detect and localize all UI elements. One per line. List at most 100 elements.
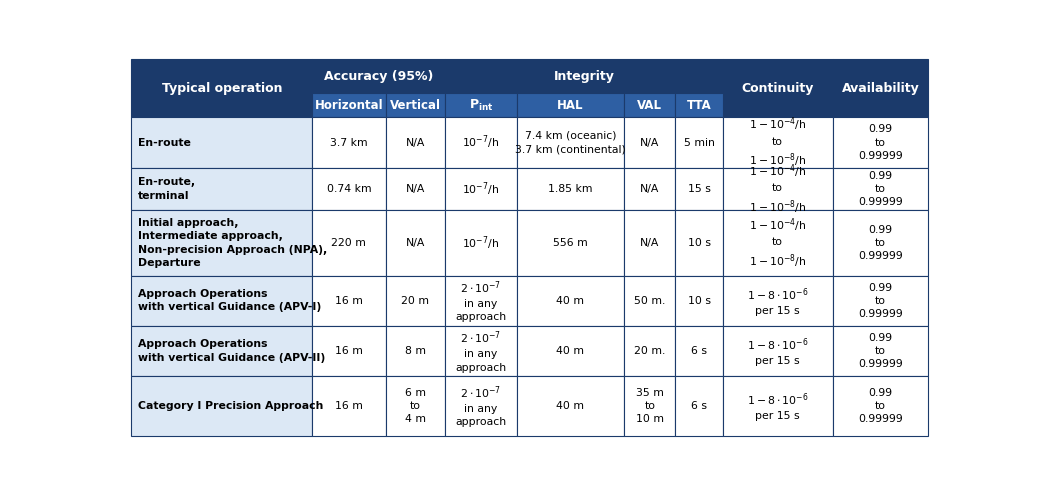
Bar (131, 376, 312, 436)
Text: 16 m: 16 m (335, 401, 363, 411)
Text: 20 m.: 20 m. (634, 346, 665, 356)
Bar (832, 118, 928, 167)
Text: 10 s: 10 s (687, 296, 710, 306)
Bar (832, 167, 928, 210)
Bar (131, 276, 312, 326)
Text: 1.85 km: 1.85 km (549, 184, 593, 194)
Text: $1 - 10^{-4}$/h
to
$1 - 10^{-8}$/h: $1 - 10^{-4}$/h to $1 - 10^{-8}$/h (749, 216, 806, 270)
Bar (723, 167, 832, 210)
Bar (131, 118, 312, 167)
Bar (676, 118, 723, 167)
Bar (312, 93, 386, 118)
Text: $10^{-7}$/h: $10^{-7}$/h (462, 134, 499, 151)
Text: En-route: En-route (138, 138, 191, 148)
Bar (832, 326, 928, 376)
Bar (723, 376, 832, 436)
Bar (386, 118, 445, 167)
Text: $1 - 10^{-4}$/h
to
$1 - 10^{-8}$/h: $1 - 10^{-4}$/h to $1 - 10^{-8}$/h (749, 116, 806, 169)
Bar (131, 59, 312, 118)
Text: N/A: N/A (640, 138, 660, 148)
Bar (312, 326, 386, 376)
Text: Horizontal: Horizontal (314, 99, 384, 112)
Text: $1 - 10^{-4}$/h
to
$1 - 10^{-8}$/h: $1 - 10^{-4}$/h to $1 - 10^{-8}$/h (749, 162, 806, 216)
Bar (312, 59, 445, 93)
Text: VAL: VAL (637, 99, 662, 112)
Text: TTA: TTA (686, 99, 712, 112)
Bar (386, 326, 445, 376)
Bar (445, 276, 517, 326)
Bar (624, 326, 676, 376)
Text: 0.99
to
0.99999: 0.99 to 0.99999 (858, 283, 903, 319)
Bar (386, 210, 445, 276)
Bar (517, 118, 624, 167)
Text: Initial approach,
Intermediate approach,
Non-precision Approach (NPA),
Departure: Initial approach, Intermediate approach,… (138, 218, 327, 268)
Text: 15 s: 15 s (687, 184, 710, 194)
Bar (517, 93, 624, 118)
Text: 220 m: 220 m (331, 238, 367, 248)
Bar (445, 118, 517, 167)
Text: 40 m: 40 m (556, 346, 584, 356)
Text: 20 m: 20 m (401, 296, 429, 306)
Bar (386, 276, 445, 326)
Text: 6 m
to
4 m: 6 m to 4 m (405, 388, 426, 424)
Bar (445, 326, 517, 376)
Text: 7.4 km (oceanic)
3.7 km (continental): 7.4 km (oceanic) 3.7 km (continental) (515, 131, 625, 154)
Bar (312, 118, 386, 167)
Bar (131, 167, 312, 210)
Bar (676, 210, 723, 276)
Text: $10^{-7}$/h: $10^{-7}$/h (462, 180, 499, 198)
Text: P$_{\mathbf{int}}$: P$_{\mathbf{int}}$ (469, 98, 493, 113)
Text: 16 m: 16 m (335, 296, 363, 306)
Text: En-route,
terminal: En-route, terminal (138, 177, 195, 201)
Text: 40 m: 40 m (556, 401, 584, 411)
Bar (386, 376, 445, 436)
Text: Integrity: Integrity (554, 70, 614, 82)
Bar (386, 93, 445, 118)
Text: 8 m: 8 m (405, 346, 426, 356)
Text: 40 m: 40 m (556, 296, 584, 306)
Bar (445, 210, 517, 276)
Text: 3.7 km: 3.7 km (330, 138, 368, 148)
Bar (832, 276, 928, 326)
Bar (676, 326, 723, 376)
Bar (131, 326, 312, 376)
Bar (445, 59, 723, 93)
Bar (445, 93, 517, 118)
Text: Accuracy (95%): Accuracy (95%) (324, 70, 433, 82)
Text: N/A: N/A (640, 238, 660, 248)
Text: 0.99
to
0.99999: 0.99 to 0.99999 (858, 124, 903, 161)
Bar (445, 376, 517, 436)
Bar (517, 276, 624, 326)
Text: Continuity: Continuity (742, 82, 813, 95)
Bar (312, 376, 386, 436)
Bar (676, 376, 723, 436)
Bar (676, 93, 723, 118)
Text: Category I Precision Approach: Category I Precision Approach (138, 401, 324, 411)
Bar (723, 276, 832, 326)
Text: 5 min: 5 min (683, 138, 715, 148)
Bar (624, 118, 676, 167)
Text: N/A: N/A (640, 184, 660, 194)
Bar (624, 167, 676, 210)
Text: $10^{-7}$/h: $10^{-7}$/h (462, 234, 499, 252)
Text: $1 - 8 \cdot 10^{-6}$
per 15 s: $1 - 8 \cdot 10^{-6}$ per 15 s (747, 336, 808, 366)
Text: 0.99
to
0.99999: 0.99 to 0.99999 (858, 171, 903, 207)
Text: Availability: Availability (842, 82, 920, 95)
Bar (676, 167, 723, 210)
Text: 556 m: 556 m (553, 238, 588, 248)
Text: 6 s: 6 s (692, 346, 707, 356)
Bar (723, 326, 832, 376)
Text: 50 m.: 50 m. (634, 296, 665, 306)
Bar (624, 93, 676, 118)
Text: $1 - 8 \cdot 10^{-6}$
per 15 s: $1 - 8 \cdot 10^{-6}$ per 15 s (747, 391, 808, 421)
Bar (517, 167, 624, 210)
Text: 6 s: 6 s (692, 401, 707, 411)
Text: N/A: N/A (406, 184, 425, 194)
Text: N/A: N/A (406, 138, 425, 148)
Bar (676, 276, 723, 326)
Text: Typical operation: Typical operation (162, 82, 282, 95)
Text: 10 s: 10 s (687, 238, 710, 248)
Bar (386, 167, 445, 210)
Bar (312, 167, 386, 210)
Bar (723, 59, 832, 118)
